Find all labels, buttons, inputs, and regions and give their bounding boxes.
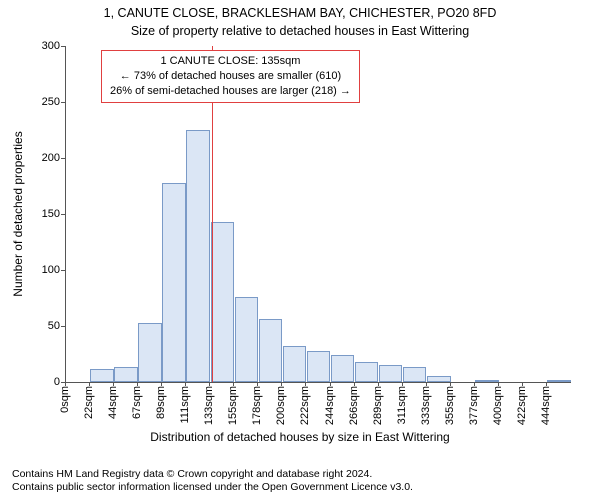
y-axis-label: Number of detached properties — [11, 131, 25, 296]
histogram-bar — [379, 365, 403, 382]
histogram-bar — [211, 222, 235, 382]
footer-line-2: Contains public sector information licen… — [12, 481, 413, 494]
y-tick-mark — [61, 326, 65, 327]
x-tick-mark — [450, 382, 451, 386]
x-tick-label: 178sqm — [251, 386, 263, 425]
y-tick-label: 150 — [42, 208, 60, 220]
x-tick-label: 311sqm — [396, 386, 408, 424]
histogram-bar — [403, 367, 427, 382]
x-tick-label: 22sqm — [83, 386, 95, 419]
x-tick-label: 289sqm — [372, 386, 384, 425]
annotation-line-1: 1 CANUTE CLOSE: 135sqm — [110, 54, 351, 69]
x-tick-mark — [89, 382, 90, 386]
x-tick-label: 266sqm — [348, 386, 360, 425]
chart-container: 1, CANUTE CLOSE, BRACKLESHAM BAY, CHICHE… — [0, 0, 600, 500]
x-tick-mark — [137, 382, 138, 386]
histogram-bar — [162, 183, 186, 382]
x-tick-mark — [426, 382, 427, 386]
x-tick-label: 44sqm — [107, 386, 119, 419]
x-tick-label: 444sqm — [540, 386, 552, 425]
x-tick-label: 222sqm — [299, 386, 311, 425]
footer-attribution: Contains HM Land Registry data © Crown c… — [12, 468, 413, 494]
x-tick-label: 111sqm — [179, 386, 191, 424]
histogram-bar — [90, 369, 114, 382]
histogram-bar — [475, 380, 499, 382]
x-tick-mark — [281, 382, 282, 386]
histogram-bar — [235, 297, 259, 382]
x-tick-label: 200sqm — [275, 386, 287, 425]
x-tick-mark — [65, 382, 66, 386]
x-tick-label: 422sqm — [516, 386, 528, 425]
x-tick-mark — [330, 382, 331, 386]
x-tick-label: 0sqm — [59, 386, 71, 413]
x-tick-mark — [498, 382, 499, 386]
annotation-line-3: 26% of semi-detached houses are larger (… — [110, 84, 351, 99]
y-tick-label: 250 — [42, 96, 60, 108]
x-tick-mark — [185, 382, 186, 386]
histogram-bar — [355, 362, 379, 382]
x-tick-label: 333sqm — [420, 386, 432, 425]
y-tick-mark — [61, 270, 65, 271]
y-tick-mark — [61, 46, 65, 47]
x-tick-mark — [257, 382, 258, 386]
annotation-box: 1 CANUTE CLOSE: 135sqm← 73% of detached … — [101, 50, 360, 103]
histogram-bar — [138, 323, 162, 382]
y-tick-mark — [61, 158, 65, 159]
footer-line-1: Contains HM Land Registry data © Crown c… — [12, 468, 413, 481]
histogram-bar — [427, 376, 451, 382]
x-tick-mark — [546, 382, 547, 386]
x-tick-mark — [209, 382, 210, 386]
y-tick-label: 200 — [42, 152, 60, 164]
chart-title-sub: Size of property relative to detached ho… — [0, 24, 600, 38]
x-tick-label: 155sqm — [227, 386, 239, 425]
x-tick-label: 67sqm — [131, 386, 143, 419]
y-tick-mark — [61, 102, 65, 103]
histogram-bar — [283, 346, 307, 382]
x-tick-mark — [233, 382, 234, 386]
x-tick-label: 400sqm — [492, 386, 504, 425]
x-tick-label: 355sqm — [444, 386, 456, 425]
x-tick-label: 133sqm — [203, 386, 215, 425]
histogram-bar — [547, 380, 571, 382]
y-tick-label: 300 — [42, 40, 60, 52]
x-tick-mark — [305, 382, 306, 386]
histogram-bar — [114, 367, 138, 382]
x-tick-label: 89sqm — [155, 386, 167, 419]
x-tick-mark — [522, 382, 523, 386]
histogram-bar — [331, 355, 355, 382]
x-tick-mark — [113, 382, 114, 386]
x-tick-mark — [161, 382, 162, 386]
x-tick-mark — [402, 382, 403, 386]
y-tick-mark — [61, 214, 65, 215]
histogram-bar — [186, 130, 210, 382]
chart-title-main: 1, CANUTE CLOSE, BRACKLESHAM BAY, CHICHE… — [0, 6, 600, 20]
annotation-line-2: ← 73% of detached houses are smaller (61… — [110, 69, 351, 84]
histogram-bar — [307, 351, 331, 382]
x-tick-label: 377sqm — [468, 386, 480, 425]
histogram-bar — [259, 319, 283, 382]
x-tick-mark — [354, 382, 355, 386]
x-tick-mark — [474, 382, 475, 386]
x-axis-label: Distribution of detached houses by size … — [0, 430, 600, 444]
y-tick-label: 50 — [48, 320, 60, 332]
x-tick-label: 244sqm — [324, 386, 336, 425]
x-tick-mark — [378, 382, 379, 386]
y-tick-label: 100 — [42, 264, 60, 276]
